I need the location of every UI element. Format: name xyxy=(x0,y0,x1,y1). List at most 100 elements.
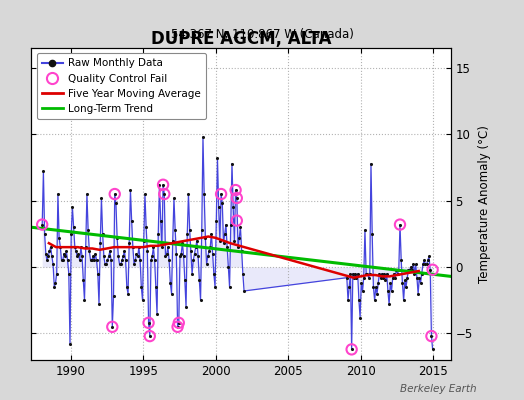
Point xyxy=(132,250,140,257)
Point xyxy=(82,244,90,250)
Point xyxy=(39,168,48,175)
Point xyxy=(85,248,94,254)
Point xyxy=(348,270,357,277)
Point xyxy=(229,204,237,210)
Point xyxy=(379,274,387,281)
Point xyxy=(74,250,83,257)
Point xyxy=(69,224,78,230)
Point xyxy=(67,231,75,237)
Point xyxy=(125,240,134,246)
Point xyxy=(174,320,183,326)
Point xyxy=(129,244,137,250)
Point xyxy=(384,288,392,294)
Point xyxy=(59,257,67,264)
Point xyxy=(402,284,410,290)
Point xyxy=(159,182,167,188)
Point xyxy=(211,284,219,290)
Point xyxy=(425,253,433,260)
Point xyxy=(116,261,125,268)
Point xyxy=(407,264,415,270)
Point xyxy=(368,231,376,237)
Point xyxy=(191,244,200,250)
Point xyxy=(64,270,73,277)
Point xyxy=(173,324,182,330)
Point xyxy=(205,248,213,254)
Point xyxy=(358,288,367,294)
Point xyxy=(99,231,107,237)
Point xyxy=(146,333,154,339)
Point xyxy=(136,257,144,264)
Point xyxy=(426,266,434,273)
Point xyxy=(237,248,246,254)
Point xyxy=(57,257,66,264)
Point xyxy=(84,227,92,233)
Point xyxy=(127,217,136,224)
Point xyxy=(158,244,166,250)
Point xyxy=(391,274,399,281)
Point xyxy=(195,277,203,284)
Point xyxy=(363,270,372,277)
Point xyxy=(232,187,240,193)
Point xyxy=(141,191,149,197)
Point xyxy=(97,195,106,201)
Point xyxy=(100,253,108,260)
Point xyxy=(225,284,234,290)
Point xyxy=(381,277,390,284)
Point xyxy=(232,187,240,193)
Point xyxy=(63,257,72,264)
Point xyxy=(173,324,182,330)
Point xyxy=(91,250,100,257)
Point xyxy=(124,290,132,297)
Point xyxy=(48,253,56,260)
Point xyxy=(90,257,99,264)
Point xyxy=(210,270,218,277)
Point xyxy=(38,221,47,228)
Point xyxy=(216,237,224,244)
Point xyxy=(198,227,206,233)
Point xyxy=(422,261,431,268)
Point xyxy=(228,160,236,167)
Point xyxy=(373,290,381,297)
Text: Berkeley Earth: Berkeley Earth xyxy=(400,384,477,394)
Point xyxy=(345,284,353,290)
Point xyxy=(364,274,373,281)
Title: DUPRE AGCM, ALTA: DUPRE AGCM, ALTA xyxy=(151,30,331,48)
Point xyxy=(413,274,421,281)
Point xyxy=(55,235,63,241)
Point xyxy=(214,204,223,210)
Point xyxy=(169,237,177,244)
Point xyxy=(160,191,169,197)
Point xyxy=(405,266,413,273)
Point xyxy=(410,270,419,277)
Point xyxy=(145,320,153,326)
Point xyxy=(47,244,55,250)
Point xyxy=(226,221,235,228)
Point xyxy=(138,297,147,304)
Point xyxy=(376,274,385,281)
Point xyxy=(111,191,119,197)
Point xyxy=(163,244,172,250)
Point xyxy=(146,333,154,339)
Point xyxy=(234,244,242,250)
Point xyxy=(115,261,124,268)
Point xyxy=(88,257,96,264)
Point xyxy=(354,270,362,277)
Point xyxy=(429,266,437,273)
Point xyxy=(235,235,244,241)
Point xyxy=(54,191,62,197)
Point xyxy=(113,235,122,241)
Point xyxy=(222,221,230,228)
Point xyxy=(202,261,211,268)
Point xyxy=(179,253,188,260)
Point xyxy=(189,257,198,264)
Point xyxy=(118,257,126,264)
Point xyxy=(196,297,205,304)
Point xyxy=(362,270,370,277)
Point xyxy=(66,341,74,347)
Point xyxy=(414,290,422,297)
Point xyxy=(220,240,228,246)
Point xyxy=(162,250,171,257)
Point xyxy=(200,191,209,197)
Point xyxy=(167,290,176,297)
Point xyxy=(38,221,47,228)
